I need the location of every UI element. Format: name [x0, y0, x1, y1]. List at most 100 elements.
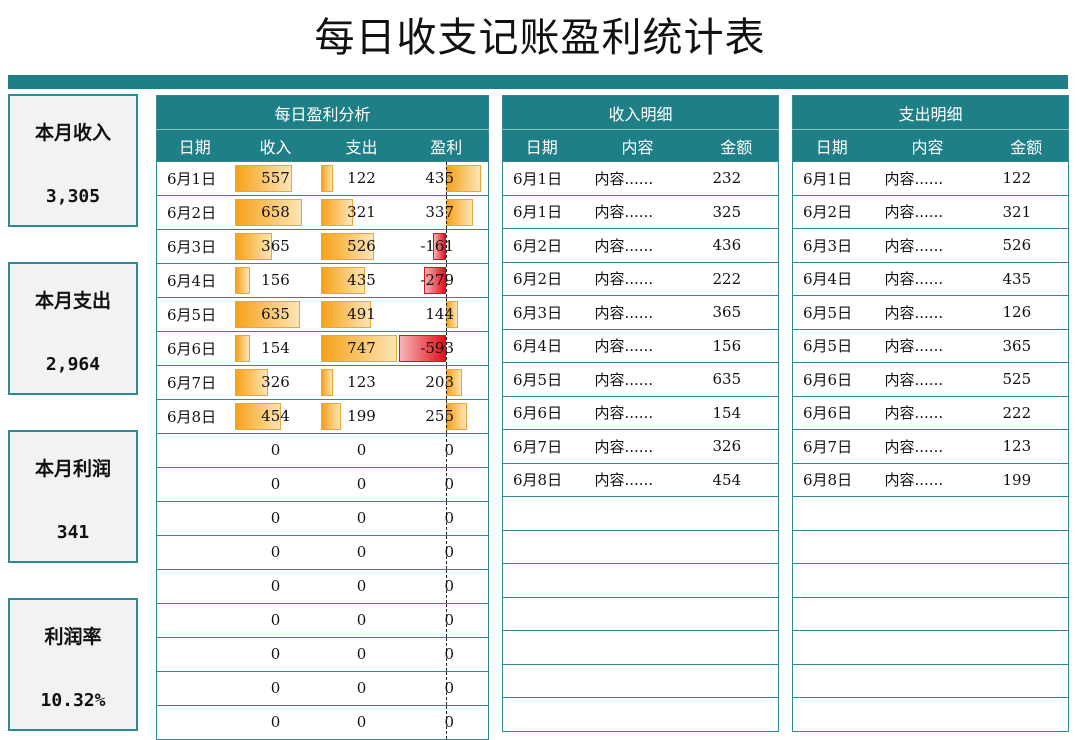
analysis-expense-cell: 0: [318, 637, 405, 672]
profit-zero-axis: [446, 434, 448, 467]
income-detail-date-cell: 6月2日: [502, 228, 581, 262]
income-detail-date-cell: [502, 697, 581, 731]
analysis-income-cell: 0: [232, 467, 319, 502]
analysis-date-cell: 6月7日: [156, 365, 233, 400]
summary-card: 本月支出 2,964: [8, 262, 138, 395]
income-value: 0: [270, 645, 281, 663]
table-row: 6月5日 635 491 144: [156, 297, 489, 332]
profit-zero-axis: [446, 366, 448, 399]
income-detail-content-cell: [580, 663, 695, 698]
profit-value: 0: [444, 645, 455, 663]
profit-zero-axis: [446, 570, 448, 603]
table-row: [502, 663, 779, 698]
expense-data-bar: [320, 301, 371, 328]
analysis-income-cell: 635: [232, 297, 319, 332]
income-detail-content-cell: 内容......: [580, 228, 695, 262]
profit-zero-axis: [446, 536, 448, 569]
expense-value: 199: [347, 407, 376, 425]
profit-value: 0: [444, 611, 455, 629]
expense-data-bar: [320, 199, 354, 226]
expense-detail-content-cell: [870, 529, 985, 564]
expense-data-bar: [320, 335, 398, 362]
analysis-income-cell: 0: [232, 637, 319, 672]
expense-detail-content-cell: 内容......: [870, 462, 985, 497]
analysis-expense-cell: 747: [318, 331, 405, 366]
income-value: 154: [261, 339, 290, 357]
table-row: [792, 529, 1069, 564]
title-divider-bar: [8, 75, 1068, 89]
expense-detail-content-cell: 内容......: [870, 328, 985, 363]
expense-detail-date-cell: 6月8日: [792, 462, 871, 497]
analysis-income-cell: 0: [232, 433, 319, 468]
profit-zero-axis: [446, 298, 448, 331]
income-detail-amount-cell: 154: [694, 395, 779, 430]
table-row: [792, 496, 1069, 530]
table-row: 6月7日 内容...... 123: [792, 429, 1069, 463]
profit-zero-axis: [446, 604, 448, 637]
income-data-bar: [234, 369, 268, 396]
expense-detail-date-cell: 6月3日: [792, 228, 871, 262]
expense-detail-content-cell: 内容......: [870, 161, 985, 195]
analysis-income-cell: 557: [232, 161, 319, 196]
summary-card-value: 3,305: [45, 186, 101, 207]
expense-detail-content-cell: [870, 663, 985, 698]
analysis-table-title: 每日盈利分析: [156, 95, 489, 130]
expense-detail-date-cell: 6月1日: [792, 161, 871, 195]
table-row: [502, 630, 779, 664]
expense-detail-content-cell: 内容......: [870, 395, 985, 430]
profit-zero-axis: [446, 162, 448, 195]
analysis-income-cell: 0: [232, 671, 319, 706]
analysis-income-cell: 365: [232, 229, 319, 264]
expense-detail-content-cell: 内容......: [870, 194, 985, 229]
expense-value: 0: [356, 679, 367, 697]
profit-zero-axis: [446, 264, 448, 297]
profit-zero-axis: [446, 638, 448, 671]
expense-header-content: 内容: [870, 129, 985, 162]
analysis-header-profit: 盈利: [404, 129, 489, 162]
analysis-date-cell: 6月8日: [156, 399, 233, 434]
table-row: 6月4日 内容...... 156: [502, 328, 779, 363]
income-value: 156: [261, 271, 290, 289]
income-value: 0: [270, 543, 281, 561]
table-row: 0 0 0: [156, 467, 489, 502]
expense-detail-date-cell: 6月5日: [792, 295, 871, 329]
expense-value: 526: [347, 237, 376, 255]
analysis-date-cell: 6月5日: [156, 297, 233, 332]
expense-value: 0: [356, 645, 367, 663]
analysis-date-cell: [156, 569, 233, 604]
income-detail-content-cell: 内容......: [580, 362, 695, 396]
income-detail-amount-cell: 436: [694, 228, 779, 262]
expense-detail-content-cell: 内容......: [870, 261, 985, 296]
income-detail-content-cell: [580, 496, 695, 530]
expense-detail-date-cell: 6月4日: [792, 261, 871, 296]
analysis-expense-cell: 199: [318, 399, 405, 434]
expense-value: 0: [356, 577, 367, 595]
summary-card-label: 利润率: [44, 626, 102, 648]
income-detail-content-cell: 内容......: [580, 328, 695, 363]
income-header-amount: 金额: [694, 129, 779, 162]
analysis-expense-cell: 0: [318, 569, 405, 604]
analysis-header-income: 收入: [232, 129, 319, 162]
income-data-bar: [234, 301, 300, 328]
analysis-expense-cell: 491: [318, 297, 405, 332]
table-row: [792, 596, 1069, 631]
expense-detail-amount-cell: [984, 697, 1069, 731]
expense-value: 435: [347, 271, 376, 289]
analysis-profit-cell: 0: [404, 705, 489, 740]
profit-data-bar: [446, 165, 482, 192]
income-detail-date-cell: 6月3日: [502, 295, 581, 329]
table-row: 0 0 0: [156, 671, 489, 706]
analysis-profit-cell: -161: [404, 229, 489, 264]
expense-detail-amount-cell: 435: [984, 261, 1069, 296]
table-row: 6月7日 内容...... 326: [502, 429, 779, 463]
expense-value: 747: [347, 339, 376, 357]
income-detail-content-cell: [580, 529, 695, 564]
expense-detail-amount-cell: 525: [984, 362, 1069, 396]
table-row: 0 0 0: [156, 603, 489, 638]
income-detail-date-cell: 6月2日: [502, 261, 581, 296]
profit-value: 144: [425, 305, 455, 323]
profit-value: 0: [444, 679, 455, 697]
expense-value: 123: [347, 373, 376, 391]
table-row: 6月2日 658 321 337: [156, 195, 489, 230]
expense-value: 0: [356, 475, 367, 493]
